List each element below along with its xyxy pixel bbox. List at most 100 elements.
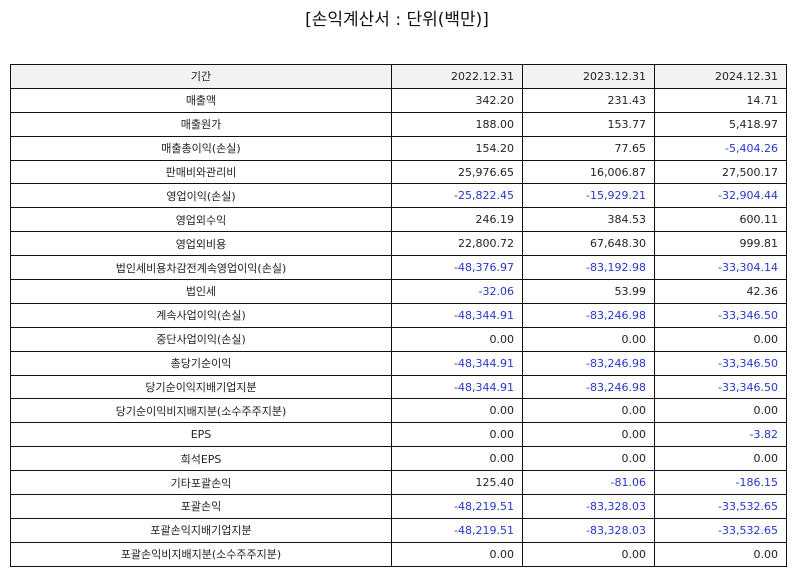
row-label: 중단사업이익(손실) <box>10 326 392 352</box>
table-row: 판매비와관리비 25,976.65 16,006.87 27,500.17 <box>10 159 787 185</box>
row-label: 매출원가 <box>10 111 392 137</box>
cell-value: 5,418.97 <box>654 111 787 137</box>
table-row: EPS 0.00 0.00 -3.82 <box>10 422 787 448</box>
cell-value: 188.00 <box>391 111 523 137</box>
cell-value: 231.43 <box>522 87 655 113</box>
title: [손익계산서 : 단위(백만)] <box>305 10 489 30</box>
cell-value: -5,404.26 <box>654 135 787 161</box>
table-row: 총당기순이익 -48,344.91 -83,246.98 -33,346.50 <box>10 350 787 376</box>
cell-value: -83,246.98 <box>522 374 655 400</box>
cell-value: -48,344.91 <box>391 350 523 376</box>
table-row: 포괄손익비지배지분(소수주주지분) 0.00 0.00 0.00 <box>10 541 787 567</box>
cell-value: -33,532.65 <box>654 494 787 519</box>
column-header: 2023.12.31 <box>522 64 655 89</box>
cell-value: 0.00 <box>522 326 655 352</box>
row-label: 당기순이익지배기업지분 <box>10 374 392 400</box>
row-label: 판매비와관리비 <box>10 159 392 185</box>
cell-value: -15,929.21 <box>522 183 655 209</box>
cell-value: 0.00 <box>654 326 787 352</box>
cell-value: 0.00 <box>391 398 523 424</box>
table-row: 법인세비용차감전계속영업이익(손실) -48,376.97 -83,192.98 -3… <box>10 255 787 281</box>
row-label: 기간 <box>10 64 392 89</box>
cell-value: 0.00 <box>654 446 787 472</box>
column-header: 2024.12.31 <box>654 64 787 89</box>
cell-value: -83,246.98 <box>522 302 655 328</box>
row-label: 포괄손익비지배지분(소수주주지분) <box>10 541 392 567</box>
cell-value: 0.00 <box>522 541 655 567</box>
cell-value: 14.71 <box>654 87 787 113</box>
row-label: 법인세 <box>10 279 392 304</box>
row-label: 희석EPS <box>10 446 392 472</box>
cell-value: 999.81 <box>654 231 787 257</box>
cell-value: -186.15 <box>654 470 787 496</box>
cell-value: -33,346.50 <box>654 374 787 400</box>
row-label: 계속사업이익(손실) <box>10 302 392 328</box>
row-label: 기타포괄손익 <box>10 470 392 496</box>
cell-value: -48,376.97 <box>391 255 523 281</box>
cell-value: -3.82 <box>654 422 787 448</box>
cell-value: 67,648.30 <box>522 231 655 257</box>
cell-value: 246.19 <box>391 207 523 233</box>
cell-value: 0.00 <box>391 326 523 352</box>
cell-value: -33,304.14 <box>654 255 787 281</box>
row-label: EPS <box>10 422 392 448</box>
cell-value: 125.40 <box>391 470 523 496</box>
table-row: 매출액 342.20 231.43 14.71 <box>10 87 787 113</box>
table-row: 희석EPS 0.00 0.00 0.00 <box>10 446 787 472</box>
cell-value: 0.00 <box>654 541 787 567</box>
row-label: 영업이익(손실) <box>10 183 392 209</box>
cell-value: 22,800.72 <box>391 231 523 257</box>
cell-value: -48,219.51 <box>391 494 523 519</box>
cell-value: 0.00 <box>522 422 655 448</box>
table-row: 계속사업이익(손실) -48,344.91 -83,246.98 -33,346.50 <box>10 302 787 328</box>
table-row: 법인세 -32.06 53.99 42.36 <box>10 279 787 304</box>
cell-value: -48,344.91 <box>391 374 523 400</box>
cell-value: 0.00 <box>522 446 655 472</box>
table-row: 영업이익(손실) -25,822.45 -15,929.21 -32,904.44 <box>10 183 787 209</box>
row-label: 매출총이익(손실) <box>10 135 392 161</box>
cell-value: -81.06 <box>522 470 655 496</box>
cell-value: -32.06 <box>391 279 523 304</box>
row-label: 포괄손익지배기업지분 <box>10 517 392 543</box>
cell-value: -83,246.98 <box>522 350 655 376</box>
table-row: 영업외수익 246.19 384.53 600.11 <box>10 207 787 233</box>
cell-value: 0.00 <box>522 398 655 424</box>
table-row: 매출총이익(손실) 154.20 77.65 -5,404.26 <box>10 135 787 161</box>
column-header: 2022.12.31 <box>391 64 523 89</box>
cell-value: 0.00 <box>654 398 787 424</box>
cell-value: -32,904.44 <box>654 183 787 209</box>
cell-value: 42.36 <box>654 279 787 304</box>
cell-value: 25,976.65 <box>391 159 523 185</box>
row-label: 법인세비용차감전계속영업이익(손실) <box>10 255 392 281</box>
cell-value: 0.00 <box>391 446 523 472</box>
cell-value: -83,328.03 <box>522 517 655 543</box>
cell-value: -48,344.91 <box>391 302 523 328</box>
cell-value: -33,346.50 <box>654 302 787 328</box>
cell-value: 600.11 <box>654 207 787 233</box>
row-label: 영업외비용 <box>10 231 392 257</box>
cell-value: 16,006.87 <box>522 159 655 185</box>
table-row: 영업외비용 22,800.72 67,648.30 999.81 <box>10 231 787 257</box>
cell-value: 0.00 <box>391 541 523 567</box>
cell-value: 0.00 <box>391 422 523 448</box>
cell-value: 153.77 <box>522 111 655 137</box>
header-row: 기간 2022.12.31 2023.12.31 2024.12.31 <box>10 64 787 89</box>
cell-value: -48,219.51 <box>391 517 523 543</box>
cell-value: -83,192.98 <box>522 255 655 281</box>
table-row: 기타포괄손익 125.40 -81.06 -186.15 <box>10 470 787 496</box>
table-row: 중단사업이익(손실) 0.00 0.00 0.00 <box>10 326 787 352</box>
row-label: 영업외수익 <box>10 207 392 233</box>
row-label: 당기순이익비지배지분(소수주주지분) <box>10 398 392 424</box>
row-label: 포괄손익 <box>10 494 392 519</box>
cell-value: -25,822.45 <box>391 183 523 209</box>
cell-value: 27,500.17 <box>654 159 787 185</box>
row-label: 총당기순이익 <box>10 350 392 376</box>
cell-value: 384.53 <box>522 207 655 233</box>
table-row: 매출원가 188.00 153.77 5,418.97 <box>10 111 787 137</box>
table-row: 당기순이익지배기업지분 -48,344.91 -83,246.98 -33,346.5… <box>10 374 787 400</box>
table-row: 포괄손익 -48,219.51 -83,328.03 -33,532.65 <box>10 494 787 519</box>
cell-value: 77.65 <box>522 135 655 161</box>
cell-value: -33,532.65 <box>654 517 787 543</box>
cell-value: 53.99 <box>522 279 655 304</box>
